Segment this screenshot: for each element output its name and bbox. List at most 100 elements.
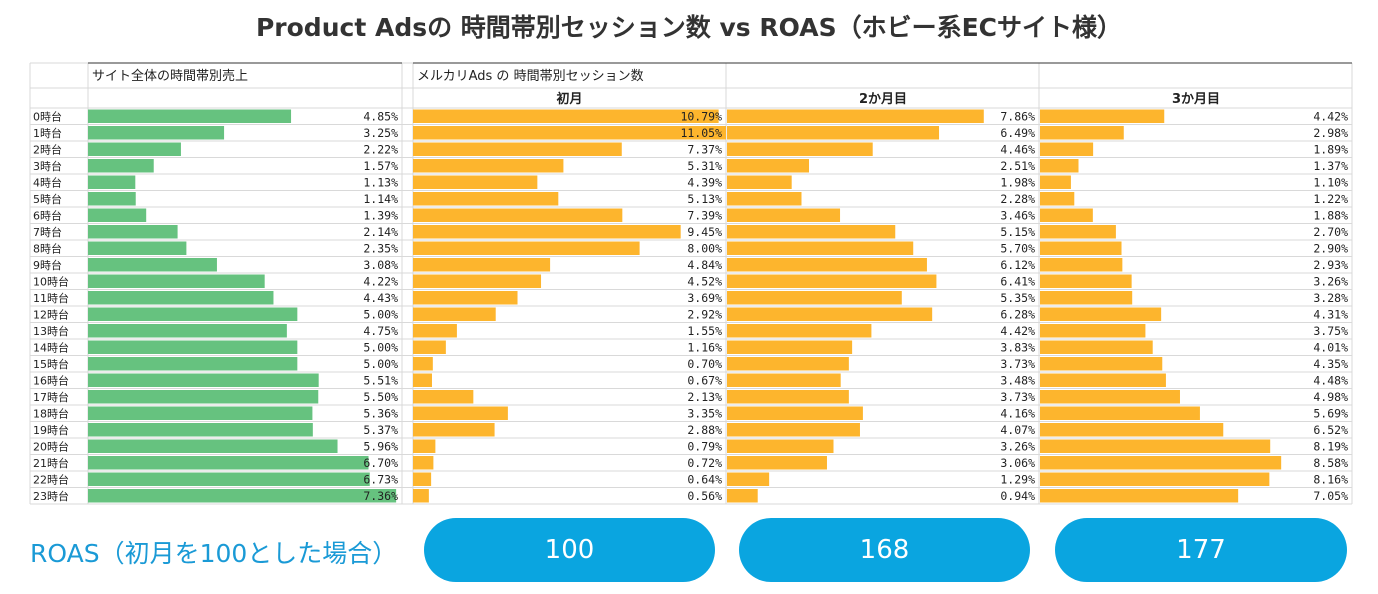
row-label: 22時台 bbox=[33, 473, 69, 487]
bar bbox=[1040, 423, 1224, 437]
bar bbox=[1040, 307, 1162, 321]
value-label: 3.28% bbox=[1313, 291, 1348, 305]
bar bbox=[1040, 390, 1180, 404]
value-label: 5.70% bbox=[1000, 242, 1035, 256]
bar bbox=[88, 324, 287, 338]
bar bbox=[1040, 274, 1132, 288]
value-label: 3.25% bbox=[363, 126, 398, 140]
value-label: 6.28% bbox=[1000, 308, 1035, 322]
bar bbox=[88, 159, 154, 173]
value-label: 4.84% bbox=[687, 258, 722, 272]
bar bbox=[413, 439, 436, 453]
row-label: 18時台 bbox=[33, 407, 69, 421]
bar bbox=[727, 357, 849, 371]
value-label: 5.00% bbox=[363, 308, 398, 322]
roas-pill-month1: 100 bbox=[424, 518, 715, 582]
value-label: 1.55% bbox=[687, 324, 722, 338]
bar bbox=[413, 456, 434, 470]
bar bbox=[88, 175, 136, 189]
value-label: 2.35% bbox=[363, 242, 398, 256]
bar bbox=[413, 406, 508, 420]
value-label: 1.16% bbox=[687, 341, 722, 355]
value-label: 6.73% bbox=[363, 473, 398, 487]
value-label: 1.22% bbox=[1313, 192, 1348, 206]
bar bbox=[727, 159, 810, 173]
bar bbox=[727, 373, 841, 387]
roas-pill-month2: 168 bbox=[739, 518, 1030, 582]
value-label: 5.51% bbox=[363, 374, 398, 388]
bar bbox=[1040, 324, 1146, 338]
bar bbox=[413, 225, 681, 239]
bar bbox=[88, 291, 274, 305]
row-label: 16時台 bbox=[33, 374, 69, 388]
row-label: 19時台 bbox=[33, 423, 69, 437]
bar bbox=[413, 291, 518, 305]
bar bbox=[88, 307, 298, 321]
row-label: 6時台 bbox=[33, 209, 62, 223]
value-label: 0.67% bbox=[687, 374, 722, 388]
bar bbox=[88, 373, 319, 387]
row-label: 4時台 bbox=[33, 176, 62, 190]
bar bbox=[88, 489, 397, 503]
value-label: 3.83% bbox=[1000, 341, 1035, 355]
bar bbox=[1040, 258, 1123, 272]
bar bbox=[413, 142, 622, 156]
bar bbox=[413, 324, 457, 338]
value-label: 5.36% bbox=[363, 407, 398, 421]
value-label: 4.35% bbox=[1313, 357, 1348, 371]
value-label: 5.50% bbox=[363, 390, 398, 404]
value-label: 0.79% bbox=[687, 440, 722, 454]
bar bbox=[727, 340, 853, 354]
value-label: 8.00% bbox=[687, 242, 722, 256]
value-label: 0.70% bbox=[687, 357, 722, 371]
value-label: 3.06% bbox=[1000, 456, 1035, 470]
bar bbox=[1040, 142, 1094, 156]
value-label: 2.92% bbox=[687, 308, 722, 322]
bar bbox=[413, 390, 474, 404]
bar bbox=[1040, 373, 1166, 387]
value-label: 10.79% bbox=[680, 110, 722, 124]
row-label: 12時台 bbox=[33, 308, 69, 322]
value-label: 7.05% bbox=[1313, 489, 1348, 503]
bar bbox=[1040, 208, 1093, 222]
value-label: 4.48% bbox=[1313, 374, 1348, 388]
bar bbox=[1040, 406, 1200, 420]
bar bbox=[88, 109, 292, 123]
value-label: 2.28% bbox=[1000, 192, 1035, 206]
value-label: 3.46% bbox=[1000, 209, 1035, 223]
bar bbox=[1040, 340, 1153, 354]
value-label: 11.05% bbox=[680, 126, 722, 140]
bar bbox=[413, 423, 495, 437]
value-label: 3.08% bbox=[363, 258, 398, 272]
value-label: 5.00% bbox=[363, 357, 398, 371]
bar bbox=[727, 406, 863, 420]
bar bbox=[727, 241, 914, 255]
row-label: 15時台 bbox=[33, 357, 69, 371]
value-label: 5.37% bbox=[363, 423, 398, 437]
value-label: 7.39% bbox=[687, 209, 722, 223]
value-label: 2.22% bbox=[363, 143, 398, 157]
bar bbox=[413, 489, 429, 503]
bar bbox=[88, 357, 298, 371]
bar bbox=[727, 192, 802, 206]
bar bbox=[413, 192, 559, 206]
value-label: 4.52% bbox=[687, 275, 722, 289]
value-label: 2.98% bbox=[1313, 126, 1348, 140]
bar bbox=[88, 456, 369, 470]
value-label: 4.43% bbox=[363, 291, 398, 305]
bar bbox=[1040, 439, 1271, 453]
value-label: 1.98% bbox=[1000, 176, 1035, 190]
value-label: 2.13% bbox=[687, 390, 722, 404]
bar bbox=[1040, 192, 1075, 206]
bar bbox=[88, 225, 178, 239]
value-label: 5.15% bbox=[1000, 225, 1035, 239]
bar bbox=[727, 439, 834, 453]
bar bbox=[413, 109, 719, 123]
row-label: 5時台 bbox=[33, 192, 62, 206]
bar bbox=[88, 258, 217, 272]
value-label: 6.12% bbox=[1000, 258, 1035, 272]
value-label: 2.93% bbox=[1313, 258, 1348, 272]
bar bbox=[88, 142, 181, 156]
value-label: 4.01% bbox=[1313, 341, 1348, 355]
value-label: 4.39% bbox=[687, 176, 722, 190]
